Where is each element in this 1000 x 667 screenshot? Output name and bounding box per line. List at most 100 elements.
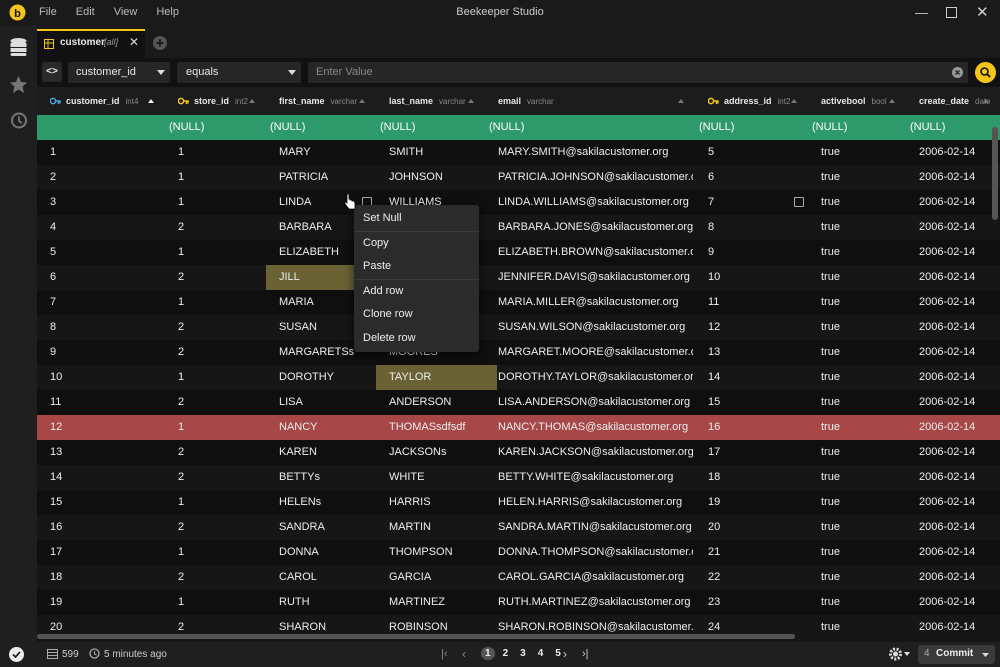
cell[interactable]: 2 bbox=[178, 221, 185, 233]
refresh-icon[interactable] bbox=[89, 648, 100, 659]
close-button[interactable]: ✕ bbox=[976, 4, 989, 21]
cell[interactable]: 2006-02-14 bbox=[919, 546, 976, 558]
cell[interactable]: true bbox=[821, 446, 840, 458]
cell[interactable]: 2006-02-14 bbox=[919, 621, 976, 633]
cell[interactable]: true bbox=[821, 371, 840, 383]
cell[interactable]: 11 bbox=[708, 296, 720, 308]
cell[interactable]: 2006-02-14 bbox=[919, 146, 976, 158]
horizontal-scrollbar[interactable] bbox=[37, 634, 795, 639]
cell[interactable]: SHARON.ROBINSON@sakilacustomer.org bbox=[498, 621, 693, 633]
cell[interactable]: true bbox=[821, 196, 840, 208]
cell[interactable]: 2006-02-14 bbox=[919, 271, 976, 283]
cell[interactable]: 17 bbox=[50, 546, 63, 558]
cell[interactable]: true bbox=[821, 596, 840, 608]
cell[interactable]: JENNIFER.DAVIS@sakilacustomer.org bbox=[498, 271, 690, 283]
cell[interactable]: DOROTHY.TAYLOR@sakilacustomer.org bbox=[498, 371, 693, 383]
cell[interactable]: 9 bbox=[50, 346, 57, 358]
cell[interactable]: 2006-02-14 bbox=[919, 471, 976, 483]
cell[interactable]: 15 bbox=[50, 496, 63, 508]
cell[interactable]: 2 bbox=[178, 571, 185, 583]
cell[interactable]: true bbox=[821, 496, 840, 508]
cell[interactable]: 2006-02-14 bbox=[919, 321, 976, 333]
cell[interactable]: 19 bbox=[50, 596, 63, 608]
cell[interactable]: 16 bbox=[50, 521, 63, 533]
cell[interactable]: 4 bbox=[50, 221, 57, 233]
cell[interactable]: 2 bbox=[178, 471, 185, 483]
cell[interactable]: 2 bbox=[178, 446, 185, 458]
cell[interactable]: MARIA.MILLER@sakilacustomer.org bbox=[498, 296, 679, 308]
sort-arrow[interactable] bbox=[983, 99, 989, 103]
cell[interactable]: 5 bbox=[50, 246, 57, 258]
cell[interactable]: MARIA bbox=[279, 296, 314, 308]
next-page[interactable]: › bbox=[563, 647, 567, 661]
cell[interactable]: SHARON bbox=[279, 621, 327, 633]
menu-item[interactable]: Set Null bbox=[363, 212, 402, 224]
cell[interactable]: SUSAN.WILSON@sakilacustomer.org bbox=[498, 321, 686, 333]
cell[interactable]: MARGARET.MOORE@sakilacustomer.org bbox=[498, 346, 693, 358]
cell[interactable]: DOROTHY bbox=[279, 371, 334, 383]
cell[interactable]: LISA.ANDERSON@sakilacustomer.org bbox=[498, 396, 691, 408]
menu-item[interactable]: Help bbox=[156, 6, 179, 18]
cell[interactable]: 2 bbox=[178, 521, 185, 533]
cell[interactable]: ELIZABETH bbox=[279, 246, 339, 258]
cell[interactable]: true bbox=[821, 271, 840, 283]
cell[interactable]: 14 bbox=[50, 471, 63, 483]
menu-item[interactable]: Copy bbox=[363, 236, 389, 249]
column-select[interactable]: customer_id bbox=[68, 62, 170, 83]
cell[interactable]: 2 bbox=[178, 271, 185, 283]
clear-button[interactable] bbox=[952, 67, 963, 78]
cell[interactable]: 1 bbox=[178, 596, 185, 608]
last-page[interactable]: ›| bbox=[582, 648, 589, 660]
cell[interactable]: 1 bbox=[178, 371, 185, 383]
cell[interactable]: true bbox=[821, 171, 840, 183]
database-icon[interactable] bbox=[9, 37, 28, 57]
cell[interactable]: TAYLOR bbox=[376, 365, 497, 390]
cell[interactable]: DONNA.THOMPSON@sakilacustomer.org bbox=[498, 546, 693, 558]
cell[interactable]: THOMPSON bbox=[389, 546, 453, 558]
cell[interactable]: true bbox=[821, 221, 840, 233]
page-number[interactable]: 2 bbox=[502, 648, 509, 659]
cell[interactable]: MARTIN bbox=[389, 521, 431, 533]
cell[interactable]: 20 bbox=[50, 621, 63, 633]
sort-arrow[interactable] bbox=[468, 99, 474, 103]
cell[interactable]: NANCY bbox=[279, 421, 318, 433]
cell[interactable]: 2 bbox=[178, 321, 185, 333]
menu-item[interactable]: Delete row bbox=[363, 331, 416, 344]
sort-arrow[interactable] bbox=[359, 99, 365, 103]
cell[interactable]: SMITH bbox=[389, 146, 424, 158]
cell[interactable]: 8 bbox=[50, 321, 57, 333]
cell[interactable]: BARBARA bbox=[279, 221, 332, 233]
cell[interactable]: 18 bbox=[50, 571, 63, 583]
cell[interactable]: MARY.SMITH@sakilacustomer.org bbox=[498, 146, 669, 158]
cell[interactable]: 2 bbox=[50, 171, 57, 183]
cell[interactable]: 12 bbox=[50, 421, 63, 433]
column-header[interactable]: email varchar bbox=[498, 87, 695, 115]
cell[interactable]: 2006-02-14 bbox=[919, 421, 976, 433]
cell[interactable]: 2 bbox=[178, 346, 185, 358]
cell[interactable]: 20 bbox=[708, 521, 721, 533]
cell[interactable]: THOMASsdfsdf bbox=[389, 421, 466, 433]
menu-item[interactable]: Clone row bbox=[363, 308, 413, 320]
cell[interactable]: JOHNSON bbox=[389, 171, 443, 183]
cell[interactable]: SUSAN bbox=[279, 321, 317, 333]
cell[interactable]: 7 bbox=[708, 196, 715, 208]
cell[interactable]: 15 bbox=[708, 396, 721, 408]
cell[interactable]: ELIZABETH.BROWN@sakilacustomer.org bbox=[498, 246, 693, 258]
cell[interactable]: KAREN bbox=[279, 446, 317, 458]
cell[interactable]: 1 bbox=[178, 196, 185, 208]
menu-item[interactable]: Edit bbox=[75, 6, 95, 18]
cell[interactable]: 2006-02-14 bbox=[919, 571, 976, 583]
minimize-button[interactable]: — bbox=[915, 5, 928, 20]
column-header[interactable]: create_date date bbox=[919, 87, 1000, 115]
cell[interactable]: PATRICIA.JOHNSON@sakilacustomer.org bbox=[498, 171, 693, 183]
cell[interactable]: RUTH bbox=[279, 596, 310, 608]
cell[interactable]: 1 bbox=[178, 546, 185, 558]
cell[interactable]: MARTINEZ bbox=[389, 596, 446, 608]
cell[interactable]: LINDA bbox=[279, 196, 312, 208]
cell[interactable]: 1 bbox=[178, 171, 185, 183]
column-header[interactable]: activebool bool bbox=[821, 87, 906, 115]
cell[interactable]: 1 bbox=[178, 146, 185, 158]
cell[interactable]: MARGARETSs bbox=[279, 346, 355, 358]
column-header[interactable]: store_id int2 bbox=[177, 87, 266, 115]
tab[interactable]: customer [all] ✕ bbox=[37, 29, 145, 58]
